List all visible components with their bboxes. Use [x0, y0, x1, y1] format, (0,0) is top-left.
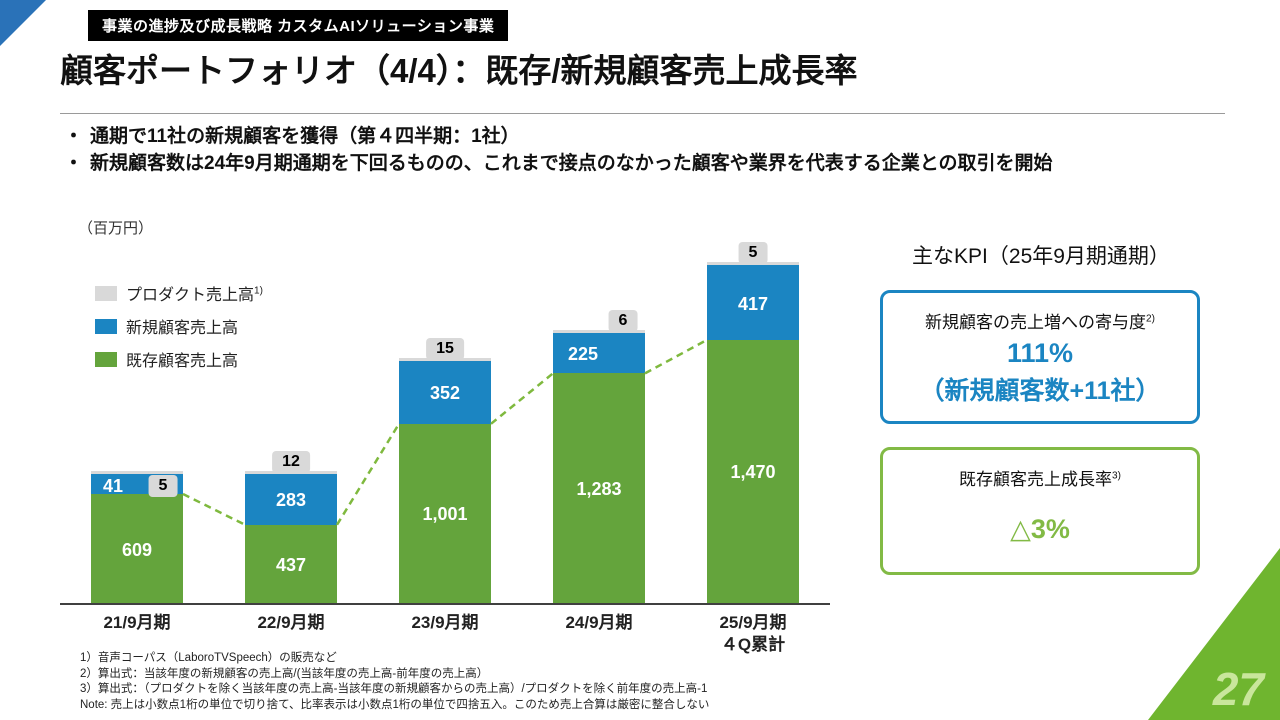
value-label-existing: 1,470: [730, 462, 776, 483]
legend-label: プロダクト売上高1): [126, 285, 263, 304]
x-axis-label: 24/9月期: [565, 613, 633, 632]
value-label-new: 41: [102, 476, 124, 496]
legend-item-new: 新規顧客売上高: [95, 314, 263, 338]
kpi-label: 既存顧客売上成長率3): [959, 470, 1121, 489]
stacked-bar: [707, 262, 799, 603]
bullet-item: 通期で11社の新規顧客を獲得（第４四半期：1社）: [64, 124, 1214, 151]
value-label-product: 15: [426, 337, 464, 360]
bar-column: 1,001 352 15: [368, 245, 522, 603]
bar-segment-product: [91, 471, 183, 474]
bar-segment-new: [707, 265, 799, 340]
value-label-new: 417: [737, 293, 769, 314]
value-label-existing: 1,001: [422, 504, 468, 525]
footnote-line: 1）音声コーパス（LaboroTVSpeech）の販売など: [80, 652, 337, 664]
value-label-existing: 1,283: [576, 479, 622, 500]
stacked-bar: [91, 471, 183, 603]
section-badge: 事業の進捗及び成長戦略 カスタムAIソリューション事業: [88, 10, 509, 41]
footnote-line: 2）算出式：当該年度の新規顧客の売上高/(当該年度の売上高-前年度の売上高）: [80, 667, 489, 680]
kpi-subvalue: （新規顧客数+11社）: [919, 377, 1161, 405]
unit-label: （百万円）: [78, 220, 154, 237]
value-label-existing: 609: [121, 539, 153, 560]
bar-segment-existing: [707, 339, 799, 603]
value-label-product: 6: [608, 310, 638, 333]
value-label-new: 283: [275, 490, 307, 511]
x-axis-label: 21/9月期: [103, 613, 171, 632]
title-divider: [60, 113, 1225, 114]
bar-segment-existing: [91, 494, 183, 603]
footnote-line: Note: 売上は小数点1桁の単位で切り捨て、比率表示は小数点1桁の単位で四捨五…: [80, 698, 710, 711]
value-label-product: 12: [272, 451, 310, 474]
kpi-value: △3%: [1010, 514, 1070, 544]
kpi-box-existing-growth-rate: 既存顧客売上成長率3) △3%: [880, 447, 1200, 575]
page-number: 27: [1212, 663, 1264, 715]
stacked-bar: [553, 330, 645, 603]
x-axis-labels: 21/9月期 22/9月期 23/9月期 24/9月期 25/9月期 ４Q累計: [60, 612, 830, 656]
footnotes: 1）音声コーパス（LaboroTVSpeech）の販売など 2）算出式：当該年度…: [80, 651, 1020, 713]
stacked-bar-chart: プロダクト売上高1) 新規顧客売上高 既存顧客売上高 609 41 5 437 283 1…: [60, 242, 830, 656]
legend-swatch-existing-icon: [95, 351, 117, 367]
x-axis-label: 25/9月期 ４Q累計: [719, 613, 787, 655]
legend-swatch-product-icon: [95, 285, 117, 301]
bar-segment-product: [553, 330, 645, 334]
value-label-new: 352: [429, 383, 461, 404]
kpi-value: 111%: [1006, 338, 1074, 368]
kpi-label: 新規顧客の売上増への寄与度2): [925, 313, 1155, 332]
x-axis-label: 23/9月期: [411, 613, 479, 632]
footnote-line: 3）算出式：（プロダクトを除く当該年度の売上高-当該年度の新規顧客からの売上高）…: [80, 683, 708, 696]
corner-triangle-top-left: [0, 0, 46, 46]
page-title: 顧客ポートフォリオ（4/4）：既存/新規顧客売上成長率: [60, 52, 858, 89]
bullet-item: 新規顧客数は24年9月期通期を下回るものの、これまで接点のなかった顧客や業界を代…: [64, 151, 1214, 178]
legend-label: 新規顧客売上高: [126, 320, 239, 337]
plot-area: プロダクト売上高1) 新規顧客売上高 既存顧客売上高 609 41 5 437 283 1…: [60, 242, 830, 605]
value-label-product: 5: [148, 475, 178, 497]
bar-segment-existing: [245, 524, 337, 603]
bar-column: 1,283 225 6: [522, 245, 676, 603]
bullet-list: 通期で11社の新規顧客を獲得（第４四半期：1社） 新規顧客数は24年9月期通期を…: [64, 124, 1214, 178]
value-label-product: 5: [738, 242, 768, 265]
legend-swatch-new-icon: [95, 318, 117, 334]
kpi-heading: 主なKPI（25年9月期通期）: [912, 245, 1170, 268]
legend-item-product: プロダクト売上高1): [95, 281, 263, 305]
value-label-new: 225: [567, 344, 599, 365]
bar-column: 437 283 12: [214, 245, 368, 603]
value-label-existing: 437: [275, 554, 307, 575]
bar-column: 609 41 5: [60, 245, 214, 603]
x-axis-label: 22/9月期: [257, 613, 325, 632]
bar-column: 1,470 417 5: [676, 242, 830, 603]
kpi-box-new-customer-contribution: 新規顧客の売上増への寄与度2) 111% （新規顧客数+11社）: [880, 290, 1200, 424]
